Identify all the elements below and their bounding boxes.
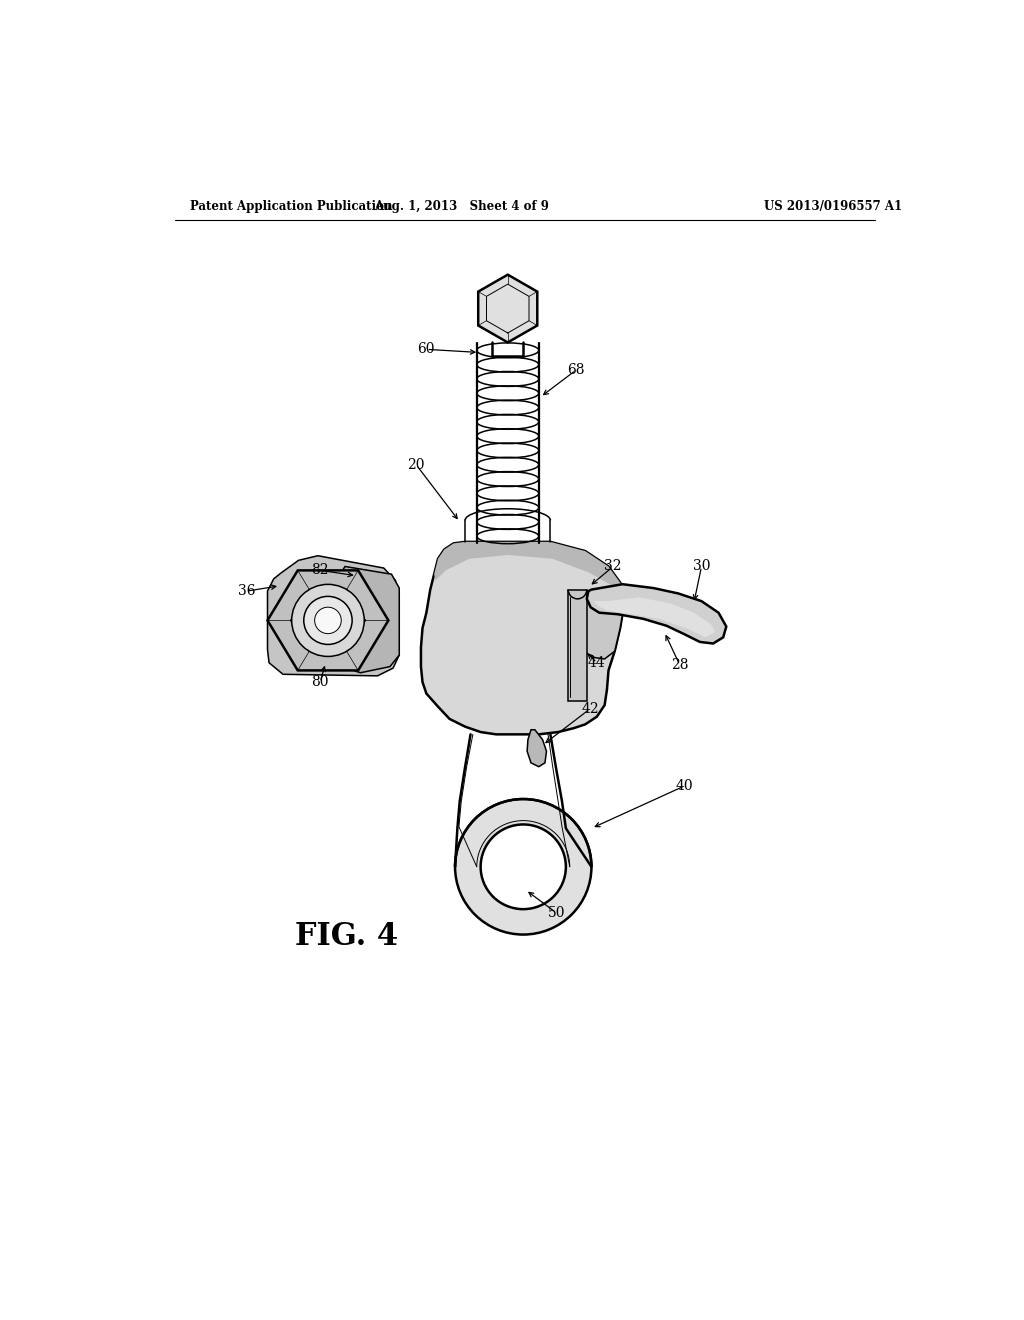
Text: 30: 30: [693, 560, 711, 573]
Polygon shape: [434, 543, 623, 590]
Text: 68: 68: [567, 363, 585, 378]
Text: 28: 28: [671, 659, 688, 672]
Polygon shape: [421, 543, 624, 734]
Text: 82: 82: [311, 564, 329, 577]
Circle shape: [314, 607, 341, 634]
Text: US 2013/0196557 A1: US 2013/0196557 A1: [764, 199, 901, 213]
Polygon shape: [593, 597, 716, 638]
Text: 44: 44: [588, 656, 606, 669]
Text: Aug. 1, 2013   Sheet 4 of 9: Aug. 1, 2013 Sheet 4 of 9: [374, 199, 549, 213]
Circle shape: [480, 825, 566, 909]
Polygon shape: [477, 343, 539, 544]
Text: 40: 40: [676, 779, 693, 793]
Text: 32: 32: [604, 560, 622, 573]
Text: 42: 42: [581, 702, 599, 715]
Circle shape: [292, 585, 365, 656]
Polygon shape: [527, 730, 547, 767]
Text: 80: 80: [311, 675, 329, 689]
Polygon shape: [578, 586, 624, 659]
Text: FIG. 4: FIG. 4: [295, 921, 397, 952]
Polygon shape: [587, 585, 726, 644]
Text: 36: 36: [238, 585, 255, 598]
Text: 50: 50: [548, 906, 565, 920]
Polygon shape: [568, 590, 587, 701]
Circle shape: [455, 799, 592, 935]
Text: Patent Application Publication: Patent Application Publication: [190, 199, 392, 213]
Text: 60: 60: [418, 342, 435, 356]
Polygon shape: [267, 570, 388, 671]
Text: 20: 20: [408, 458, 425, 471]
Circle shape: [304, 597, 352, 644]
Polygon shape: [334, 566, 399, 673]
Polygon shape: [478, 275, 538, 342]
Polygon shape: [267, 556, 399, 676]
